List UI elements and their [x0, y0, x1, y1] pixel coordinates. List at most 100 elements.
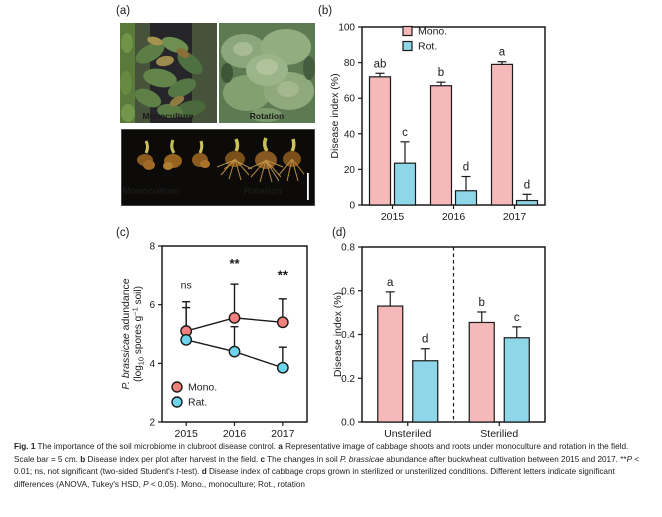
chart-d-y-axis-label: Disease index (%)	[332, 292, 344, 377]
data-point	[276, 361, 289, 374]
significance-letter: b	[438, 67, 444, 79]
shoot-right-photo-label: Rotation	[250, 111, 284, 121]
caption-segment: d	[201, 467, 207, 477]
x-tick-label: 2017	[503, 211, 527, 223]
bar	[368, 76, 392, 206]
caption-segment: t	[176, 467, 179, 477]
caption-segment: < 0.05). Mono., monoculture; Rot., rotat…	[148, 479, 305, 489]
monoculture-shoots-image: Monoculture	[120, 23, 217, 123]
root-left-photo-label: Monoculture	[123, 186, 180, 197]
roots-image: Monoculture Rotation	[121, 129, 315, 206]
photo-roots: Monoculture Rotation	[121, 129, 315, 206]
caption-segment: -test).	[178, 467, 202, 477]
legend-label: Rot.	[418, 41, 437, 53]
significance-letter: b	[479, 297, 485, 309]
x-tick-label: 2015	[381, 211, 405, 223]
significance-letter: a	[499, 47, 506, 59]
caption-segment: b	[80, 454, 86, 464]
chart-c-y-axis-label-line1: P. brassicae adundance	[120, 278, 132, 389]
monoculture-roots-cluster	[137, 139, 210, 170]
bar	[490, 63, 514, 206]
rotation-shoots-image: Rotation	[219, 23, 315, 123]
y-tick-label: 2	[149, 418, 155, 429]
caption-segment: Representative image of cabbage shoots a…	[14, 442, 629, 464]
bar	[468, 321, 495, 423]
caption-segment: P. brassicae	[339, 454, 384, 464]
caption-segment: a	[278, 442, 283, 451]
y-tick-label: 4	[149, 359, 155, 370]
chart-b-y-axis-label: Disease index (%)	[329, 73, 341, 158]
chart-disease-index-sterilization: Disease index (%) 0.0 0.2 0.4 0.6 0.8 Unsteri…	[332, 243, 546, 440]
caption-segment: P	[626, 454, 633, 464]
y-tick-label: 8	[149, 242, 155, 253]
y-tick-label: 20	[344, 165, 356, 176]
data-point	[228, 345, 241, 358]
bar	[393, 162, 417, 206]
y-tick-label: 6	[149, 300, 155, 311]
root-right-photo-label: Rotation	[244, 186, 283, 197]
panel-a-label: (a)	[116, 5, 131, 17]
y-tick-label: 100	[338, 23, 355, 34]
data-point	[228, 311, 241, 324]
shoot-left-photo-label: Monoculture	[143, 111, 194, 121]
bar	[429, 85, 453, 206]
y-tick-label: 0.6	[341, 286, 355, 297]
panel-d-label: (d)	[332, 227, 347, 239]
significance-letter: ab	[374, 58, 387, 70]
y-tick-label: 80	[344, 58, 356, 69]
panel-b-label: (b)	[318, 5, 333, 17]
caption-segment: Disease index per plot after harvest in …	[85, 454, 261, 464]
caption-segment: < 0.01; ns, not significant (two-sided S…	[14, 454, 640, 477]
legend-marker	[171, 396, 183, 408]
figure-caption: Fig. 1 The importance of the soil microb…	[14, 441, 651, 491]
y-tick-label: 0.8	[341, 243, 355, 254]
bar	[515, 199, 539, 206]
data-point	[276, 316, 289, 329]
legend-swatch	[402, 25, 413, 37]
bar	[454, 190, 478, 206]
bar	[412, 360, 439, 423]
bar	[503, 337, 530, 423]
y-tick-label: 0	[349, 201, 355, 212]
rotation-roots-cluster	[216, 137, 305, 183]
data-point	[180, 333, 193, 346]
caption-segment: c	[260, 454, 266, 464]
y-tick-label: 40	[344, 129, 356, 140]
x-tick-label: Unsteriled	[384, 428, 431, 440]
y-tick-label: 0.4	[341, 330, 355, 341]
scale-bar	[307, 173, 309, 200]
caption-segment: Disease index of cabbage crops grown in …	[14, 467, 615, 489]
caption-segment: abundance after buckwheat cultivation be…	[383, 454, 627, 464]
significance-letter: c	[402, 127, 408, 139]
caption-segment: Fig. 1	[14, 442, 36, 451]
y-tick-label: 0.2	[341, 374, 355, 385]
legend-label: Mono.	[418, 26, 447, 38]
legend-marker	[171, 381, 183, 393]
significance-letter: d	[463, 162, 469, 174]
y-tick-label: 60	[344, 94, 356, 105]
caption-segment: The changes in soil	[265, 454, 340, 464]
chart-c-y-axis-label-line2: (log10 spores g−1 soil)	[131, 286, 146, 382]
x-tick-label: 2015	[174, 428, 198, 440]
chart-pbrassicae-abundance: P. brassicae adundance (log10 spores g−1…	[120, 242, 308, 440]
x-tick-label: 2016	[223, 428, 247, 440]
x-tick-label: Sterilied	[480, 428, 518, 440]
significance-letter: d	[422, 334, 428, 346]
legend-swatch	[402, 40, 413, 52]
significance-annotation: **	[278, 268, 289, 283]
x-tick-label: 2016	[442, 211, 466, 223]
significance-letter: d	[524, 179, 530, 191]
y-tick-label: 0.0	[341, 418, 355, 429]
photo-monoculture-shoots: Monoculture	[120, 23, 217, 123]
legend-label: Rat.	[188, 397, 207, 409]
caption-segment: The importance of the soil microbiome in…	[35, 442, 279, 451]
panel-c-label: (c)	[116, 227, 130, 239]
bar	[377, 305, 404, 423]
significance-annotation: ns	[181, 280, 192, 292]
x-tick-label: 2017	[271, 428, 295, 440]
significance-letter: a	[387, 277, 394, 289]
significance-letter: c	[514, 312, 520, 324]
significance-annotation: **	[229, 256, 240, 271]
caption-segment: P	[143, 479, 149, 489]
